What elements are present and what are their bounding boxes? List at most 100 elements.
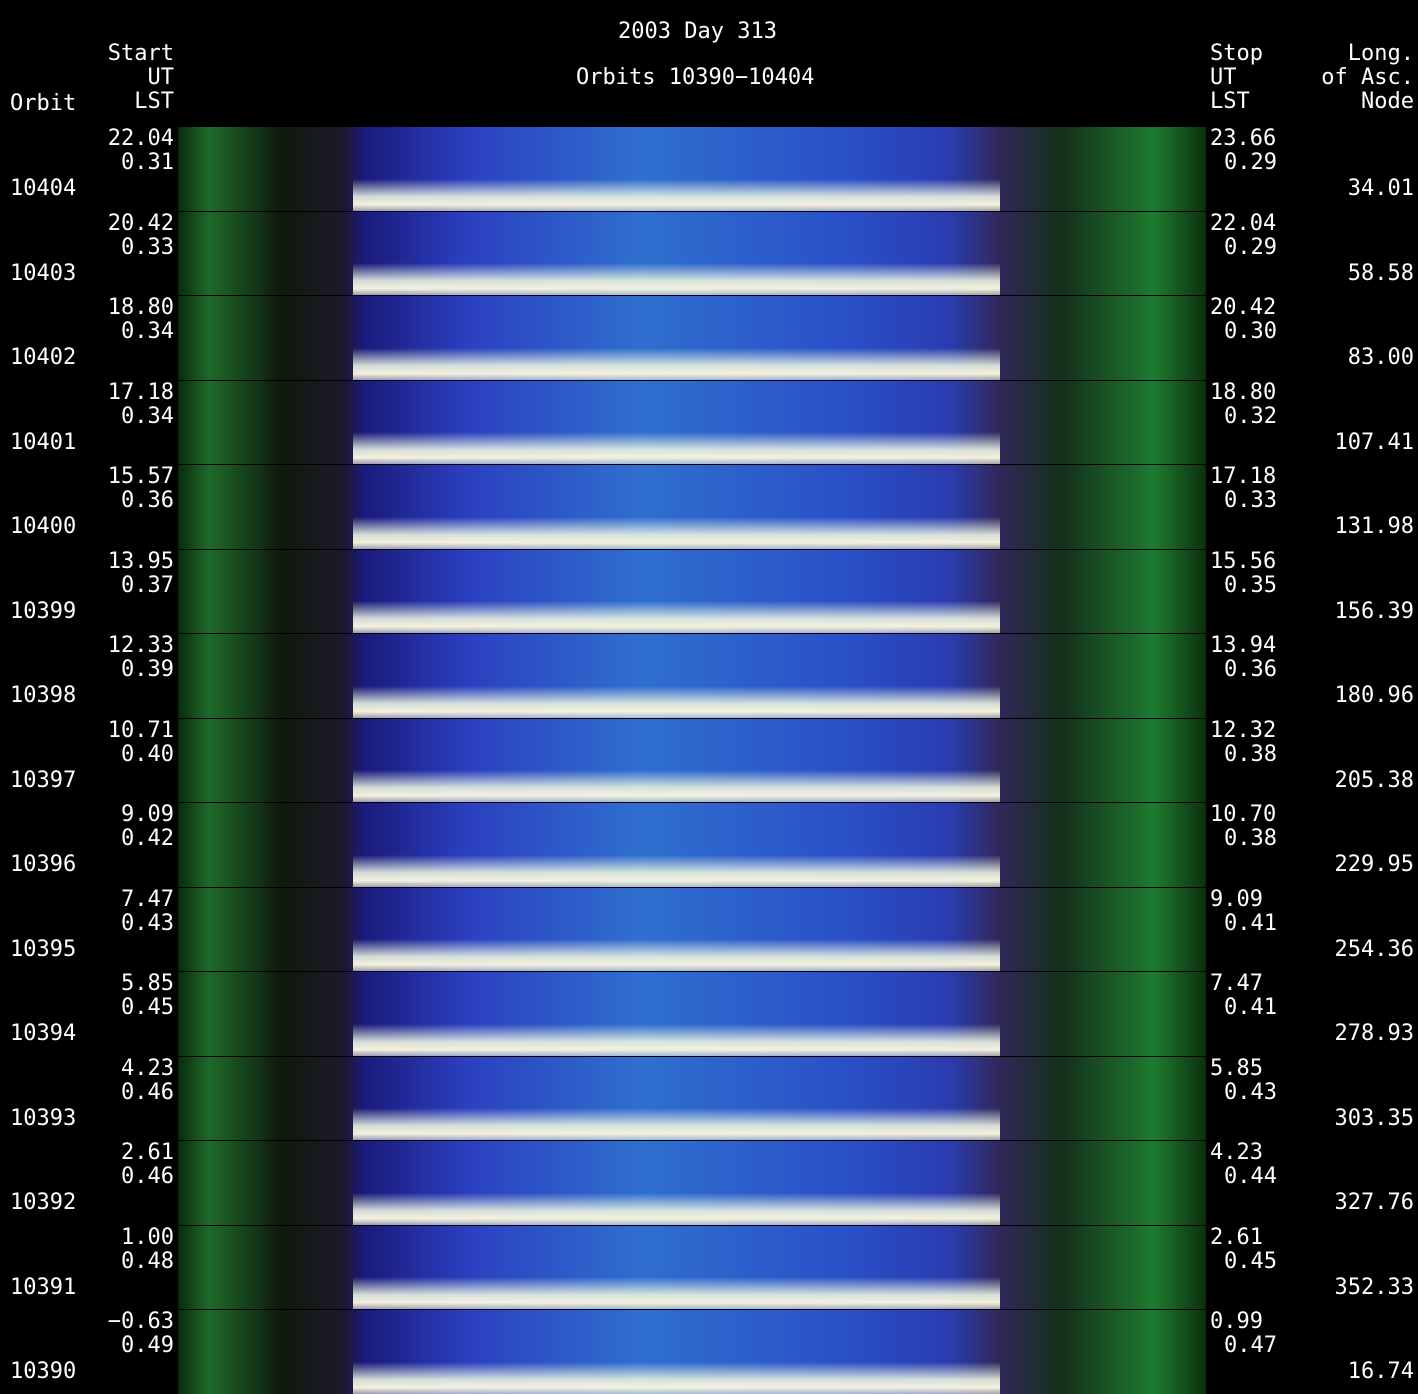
stop-lst: 0.44 <box>1224 1165 1277 1189</box>
start-ut: 15.57 <box>108 465 174 489</box>
title: 2003 Day 313 <box>618 20 777 44</box>
start-lst: 0.39 <box>121 658 174 682</box>
stop-lst: 0.41 <box>1224 996 1277 1020</box>
start-ut: 10.71 <box>108 719 174 743</box>
stop-lst: 0.29 <box>1224 151 1277 175</box>
orbit-strip <box>178 381 1206 465</box>
orbit-strip <box>178 465 1206 549</box>
start-ut: 20.42 <box>108 212 174 236</box>
orbit-number: 10398 <box>10 684 76 708</box>
orbit-number: 10401 <box>10 431 76 455</box>
orbit-number: 10394 <box>10 1022 76 1046</box>
start-lst: 0.40 <box>121 743 174 767</box>
ascending-node-longitude: 16.74 <box>1348 1360 1414 1384</box>
stop-lst: 0.43 <box>1224 1081 1277 1105</box>
ascending-node-longitude: 156.39 <box>1335 600 1414 624</box>
start-ut: 7.47 <box>121 888 174 912</box>
stop-lst: 0.35 <box>1224 574 1277 598</box>
stop-ut: 9.09 <box>1210 888 1263 912</box>
orbit-strip <box>178 296 1206 380</box>
start-lst: 0.33 <box>121 236 174 260</box>
stop-ut: 15.56 <box>1210 550 1276 574</box>
start-lst: 0.46 <box>121 1165 174 1189</box>
stop-ut: 12.32 <box>1210 719 1276 743</box>
orbit-number: 10402 <box>10 346 76 370</box>
stop-lst: 0.41 <box>1224 912 1277 936</box>
stop-header: Stop <box>1210 42 1263 66</box>
ascending-node-longitude: 229.95 <box>1335 853 1414 877</box>
start-lst: 0.45 <box>121 996 174 1020</box>
ascending-node-longitude: 205.38 <box>1335 769 1414 793</box>
orbit-number: 10391 <box>10 1276 76 1300</box>
start-lst: 0.48 <box>121 1250 174 1274</box>
start-ut: 12.33 <box>108 634 174 658</box>
ascending-node-longitude: 278.93 <box>1335 1022 1414 1046</box>
start-lst: 0.37 <box>121 574 174 598</box>
orbit-strip <box>178 127 1206 211</box>
start-lst: 0.31 <box>121 151 174 175</box>
ascending-node-longitude: 327.76 <box>1335 1191 1414 1215</box>
stop-lst: 0.47 <box>1224 1334 1277 1358</box>
start-lst: 0.42 <box>121 827 174 851</box>
orbit-number: 10396 <box>10 853 76 877</box>
orbit-strip <box>178 212 1206 296</box>
orbit-number: 10399 <box>10 600 76 624</box>
start-ut: 4.23 <box>121 1057 174 1081</box>
orbit-strip <box>178 1141 1206 1225</box>
orbit-number: 10395 <box>10 938 76 962</box>
stop-ut: 2.61 <box>1210 1226 1263 1250</box>
ascending-node-longitude: 254.36 <box>1335 938 1414 962</box>
stop-ut: 4.23 <box>1210 1141 1263 1165</box>
start-ut: 2.61 <box>121 1141 174 1165</box>
orbit-number: 10390 <box>10 1360 76 1384</box>
start-ut: 9.09 <box>121 803 174 827</box>
stop-lst: 0.32 <box>1224 405 1277 429</box>
stop-lst: 0.33 <box>1224 489 1277 513</box>
subtitle: Orbits 10390−10404 <box>576 66 814 90</box>
orbit-strip <box>178 972 1206 1056</box>
stop-ut: 18.80 <box>1210 381 1276 405</box>
start-ut: 22.04 <box>108 127 174 151</box>
stop-ut: 17.18 <box>1210 465 1276 489</box>
start-lst: 0.43 <box>121 912 174 936</box>
start-lst: 0.49 <box>121 1334 174 1358</box>
orbit-number: 10403 <box>10 262 76 286</box>
start-lst: 0.36 <box>121 489 174 513</box>
orbit-number: 10393 <box>10 1107 76 1131</box>
start-lst: 0.34 <box>121 405 174 429</box>
orbit-number: 10397 <box>10 769 76 793</box>
stop-ut: 23.66 <box>1210 127 1276 151</box>
orbit-number: 10392 <box>10 1191 76 1215</box>
stop-lst: 0.38 <box>1224 743 1277 767</box>
ascending-node-longitude: 107.41 <box>1335 431 1414 455</box>
orbit-strip <box>178 719 1206 803</box>
ascending-node-longitude: 180.96 <box>1335 684 1414 708</box>
start-ut: 5.85 <box>121 972 174 996</box>
stop-header: UT <box>1210 66 1237 90</box>
orbit-header: Orbit <box>10 92 76 116</box>
orbit-strip <box>178 888 1206 972</box>
orbit-strip <box>178 803 1206 887</box>
start-header: LST <box>134 90 174 114</box>
ascending-node-longitude: 58.58 <box>1348 262 1414 286</box>
start-ut: 17.18 <box>108 381 174 405</box>
stop-ut: 22.04 <box>1210 212 1276 236</box>
stop-ut: 13.94 <box>1210 634 1276 658</box>
start-ut: 1.00 <box>121 1226 174 1250</box>
orbit-strip <box>178 1226 1206 1310</box>
stop-ut: 10.70 <box>1210 803 1276 827</box>
orbit-number: 10404 <box>10 177 76 201</box>
stop-lst: 0.30 <box>1224 320 1277 344</box>
stop-lst: 0.36 <box>1224 658 1277 682</box>
orbit-strip <box>178 1310 1206 1394</box>
stop-lst: 0.29 <box>1224 236 1277 260</box>
long-header: of Asc. <box>1321 66 1414 90</box>
long-header: Node <box>1361 90 1414 114</box>
start-lst: 0.46 <box>121 1081 174 1105</box>
stop-lst: 0.38 <box>1224 827 1277 851</box>
start-lst: 0.34 <box>121 320 174 344</box>
page: 2003 Day 313 Orbits 10390−10404 Start UT… <box>0 0 1418 1394</box>
stop-ut: 20.42 <box>1210 296 1276 320</box>
ascending-node-longitude: 34.01 <box>1348 177 1414 201</box>
start-ut: −0.63 <box>108 1310 174 1334</box>
